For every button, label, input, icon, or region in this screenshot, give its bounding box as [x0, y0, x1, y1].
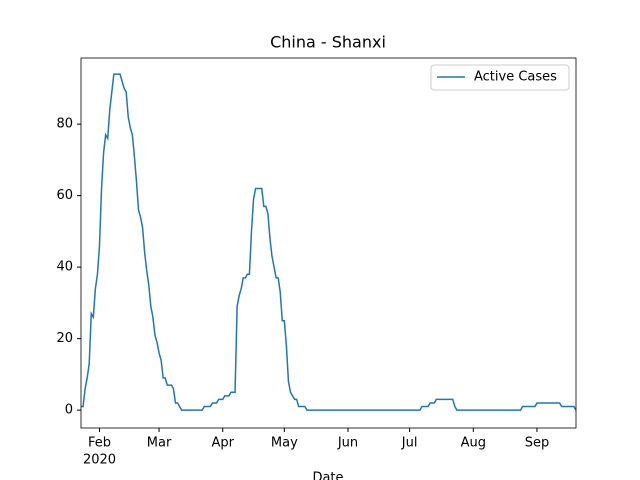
chart-title: China - Shanxi [270, 33, 386, 52]
y-tick-label: 40 [56, 260, 73, 275]
y-tick-label: 60 [56, 188, 73, 203]
x-tick-label: May [271, 436, 298, 451]
x-tick-label: Apr [211, 436, 234, 451]
y-tick-label: 0 [65, 403, 73, 418]
x-tick-label: Sep [525, 436, 550, 451]
x-tick-label: Aug [461, 436, 486, 451]
data-line [81, 73, 577, 411]
legend-label: Active Cases [474, 70, 557, 85]
legend-box [430, 64, 570, 91]
x-tick-label: Jul [401, 436, 418, 451]
axes-frame [80, 57, 577, 429]
y-tick-label: 20 [56, 331, 73, 346]
x-axis-label: Date [312, 471, 343, 480]
x-tick-label: Mar [147, 436, 172, 451]
x-tick-label: Feb [88, 436, 111, 451]
x-tick-label: Jun [337, 436, 358, 451]
y-tick-label: 80 [56, 117, 73, 132]
x-tick-sublabel: 2020 [83, 453, 116, 468]
